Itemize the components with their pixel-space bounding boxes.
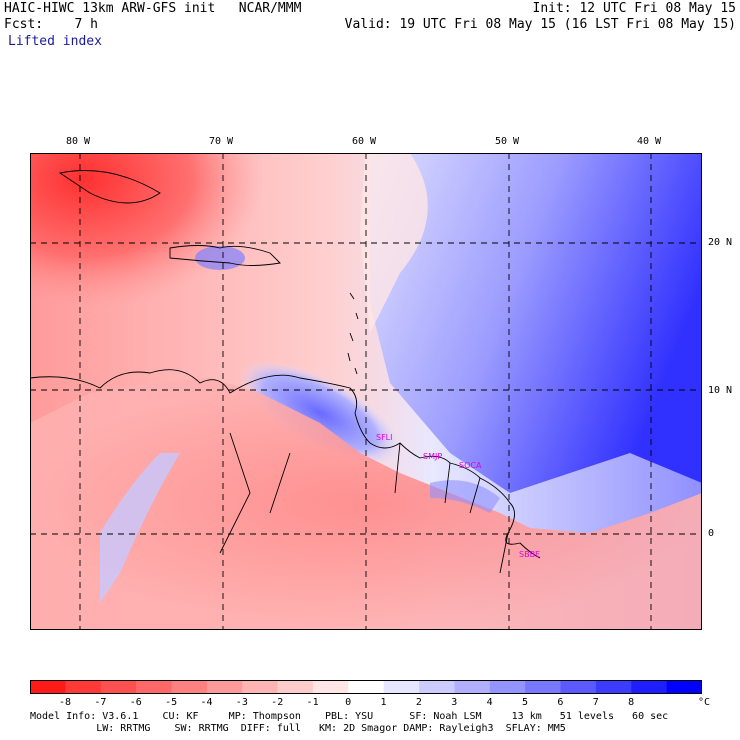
- colorbar-swatch: [206, 680, 243, 694]
- colorbar-swatch: [560, 680, 597, 694]
- colorbar-tick-label: 0: [345, 697, 352, 708]
- colorbar-swatches: [30, 680, 702, 694]
- colorbar-swatch: [383, 680, 420, 694]
- station-sbbe: SBBE: [519, 550, 540, 559]
- colorbar-tick-label: 8: [628, 697, 635, 708]
- colorbar-unit: °C: [698, 697, 711, 708]
- lon-label-40w: 40 W: [637, 136, 662, 147]
- lat-label-10n: 10 N: [708, 385, 733, 396]
- caribbean-unstable-region: [30, 153, 390, 413]
- lat-label-20n: 20 N: [708, 237, 733, 248]
- south-america-land-field: [30, 378, 702, 630]
- run-title: HAIC-HIWC 13km ARW-GFS init NCAR/MMM: [4, 1, 302, 16]
- atlantic-stable-region: [370, 153, 702, 493]
- colorbar-swatch: [631, 680, 668, 694]
- colorbar-tick-label: -5: [165, 697, 178, 708]
- guiana-stable-patch: [430, 480, 500, 513]
- colorbar-swatch: [136, 680, 172, 694]
- colorbar-swatch: [525, 680, 562, 694]
- coastal-stable-band: [238, 360, 402, 466]
- interior-borders: [219, 432, 291, 554]
- colorbar-swatch: [100, 680, 137, 694]
- lat-lon-grid: [30, 153, 702, 630]
- forecast-hour: Fcst: 7 h: [4, 17, 98, 32]
- lesser-antilles: [347, 292, 359, 375]
- map-frame: [30, 153, 702, 630]
- colorbar-tick-label: -7: [94, 697, 107, 708]
- colorbar-tick-label: -6: [129, 697, 142, 708]
- hispaniola-coast: [169, 245, 281, 266]
- colorbar-tick-label: -2: [271, 697, 284, 708]
- colorbar: [30, 680, 702, 694]
- station-sfli: SFLI: [376, 433, 393, 442]
- station-smjp: SMJP: [423, 452, 442, 461]
- lon-label-70w: 70 W: [209, 136, 234, 147]
- colorbar-swatch: [312, 680, 349, 694]
- colorbar-tick-label: -3: [235, 697, 248, 708]
- valid-time: Valid: 19 UTC Fri 08 May 15 (16 LST Fri …: [344, 17, 736, 32]
- colorbar-swatch: [171, 680, 208, 694]
- colorbar-swatch: [242, 680, 279, 694]
- lon-label-50w: 50 W: [495, 136, 520, 147]
- colorbar-swatch: [419, 680, 455, 694]
- field-name: Lifted index: [8, 34, 102, 49]
- colorbar-tick-label: 2: [415, 697, 422, 708]
- colorbar-swatch: [65, 680, 102, 694]
- lifted-index-map: SFLI SMJP SOCA SBBE: [30, 153, 702, 630]
- colorbar-tick-label: 4: [486, 697, 493, 708]
- colorbar-tick-label: -1: [306, 697, 319, 708]
- colorbar-tick-label: -8: [58, 697, 71, 708]
- colorbar-tick-label: 1: [380, 697, 387, 708]
- colorbar-swatch: [277, 680, 314, 694]
- colorbar-swatch: [666, 680, 702, 694]
- andes-stable-strip: [100, 453, 180, 603]
- colorbar-tick-label: 6: [557, 697, 564, 708]
- colorbar-swatch: [595, 680, 632, 694]
- lat-label-0: 0: [708, 528, 715, 539]
- colorbar-tick-label: 3: [451, 697, 458, 708]
- colorbar-swatch: [489, 680, 526, 694]
- station-soca: SOCA: [459, 461, 482, 470]
- lon-label-80w: 80 W: [66, 136, 91, 147]
- colorbar-tick-label: 7: [592, 697, 599, 708]
- lon-label-60w: 60 W: [352, 136, 377, 147]
- colorbar-swatch: [454, 680, 491, 694]
- hispaniola-stable-patch: [195, 246, 245, 270]
- colorbar-swatch: [348, 680, 385, 694]
- init-time: Init: 12 UTC Fri 08 May 15: [532, 1, 737, 16]
- guianas-borders: [394, 442, 509, 574]
- colorbar-swatch: [30, 680, 66, 694]
- sa-coastline: [30, 369, 541, 559]
- model-info-line1: Model Info: V3.6.1 CU: KF MP: Thompson P…: [30, 711, 669, 722]
- colorbar-tick-label: -4: [200, 697, 213, 708]
- coastlines: [30, 170, 541, 574]
- model-info-line2: LW: RRTMG SW: RRTMG DIFF: full KM: 2D Sm…: [30, 723, 566, 734]
- cuba-coast: [58, 170, 161, 204]
- colorbar-tick-label: 5: [521, 697, 528, 708]
